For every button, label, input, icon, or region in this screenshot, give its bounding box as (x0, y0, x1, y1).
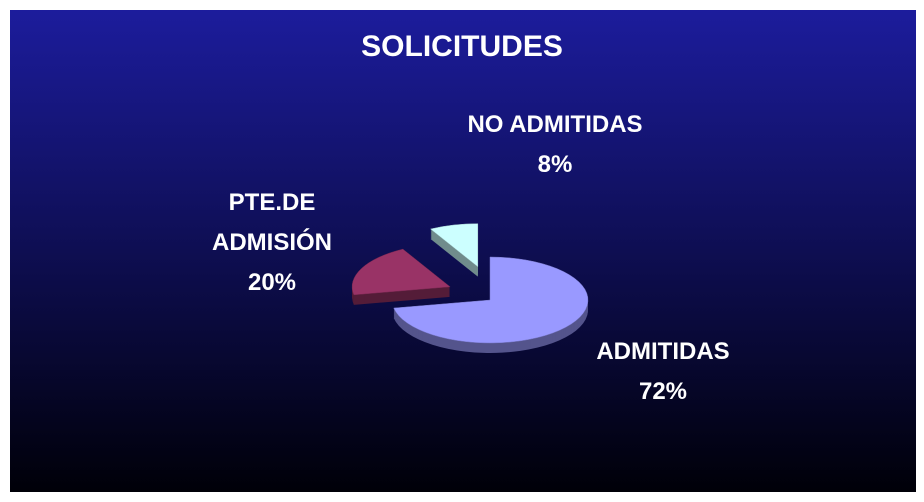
slice-label: PTE.DE ADMISIÓN 20% (192, 183, 352, 303)
category-label: NO ADMITIDAS (467, 111, 643, 138)
slice-label: ADMITIDAS 72% (563, 332, 763, 412)
slice-label: NO ADMITIDAS 8% (465, 105, 645, 185)
slice (430, 223, 479, 268)
slice (393, 256, 589, 344)
category-label: PTE.DE ADMISIÓN (212, 189, 332, 256)
value-label: 8% (537, 151, 573, 178)
value-label: 20% (247, 269, 297, 296)
chart-title: SOLICITUDES (361, 30, 563, 63)
slice (351, 248, 451, 296)
category-label: ADMITIDAS (596, 338, 730, 365)
value-label: 72% (638, 378, 688, 405)
